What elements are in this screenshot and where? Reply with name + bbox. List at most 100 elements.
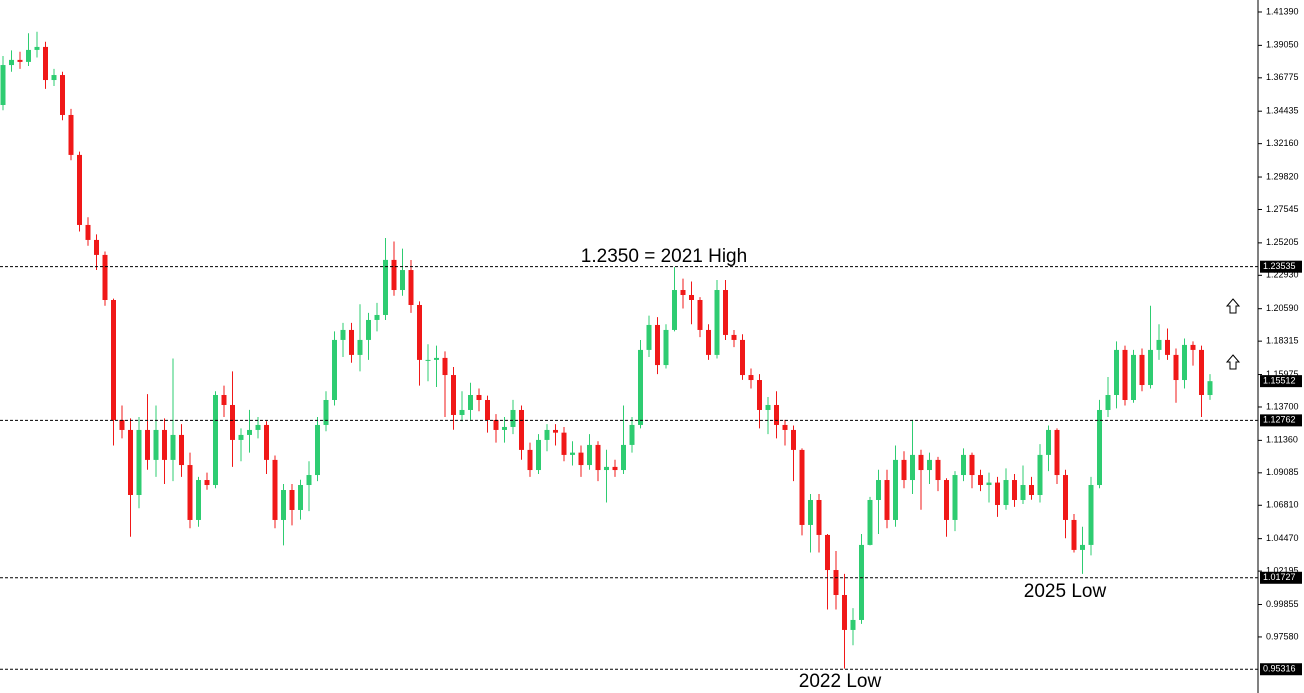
candle-body (1063, 475, 1068, 520)
candle-body (621, 444, 626, 471)
current-price-box (1260, 375, 1302, 388)
candle-body (485, 399, 490, 420)
candle-body (1054, 429, 1060, 476)
annotation: 2022 Low (799, 671, 882, 692)
candle-body (655, 324, 660, 366)
candle-body (136, 429, 142, 495)
level-label-box (1260, 260, 1302, 273)
candle-body (60, 75, 65, 115)
y-tick-label: 1.04470 (1266, 533, 1299, 543)
candle-body (901, 459, 907, 481)
candle-body (1148, 349, 1153, 386)
y-tick-label: 0.99855 (1266, 599, 1299, 609)
candle-body (978, 475, 983, 486)
y-tick-label: 1.15975 (1266, 369, 1299, 379)
candle-body (102, 254, 108, 300)
candle-body (1182, 344, 1187, 381)
candle-body (536, 439, 541, 471)
y-tick-label: 1.27545 (1266, 204, 1299, 214)
annotation: 1.2350 = 2021 High (581, 246, 747, 267)
candle-body (680, 290, 686, 296)
candle-body (1020, 485, 1026, 500)
candle-body (170, 434, 176, 460)
level-label: 1.01727 (1263, 572, 1296, 582)
candle-body (281, 490, 286, 520)
candle-body (910, 454, 915, 481)
y-tick-label: 1.18315 (1266, 336, 1299, 346)
candle-body (187, 465, 193, 520)
candle-body (94, 239, 99, 255)
candle-body (264, 424, 269, 460)
candle-body (17, 59, 23, 62)
candle-body (816, 499, 822, 535)
candle-body (782, 424, 788, 430)
candle-body (561, 432, 567, 455)
level-label-box (1260, 571, 1302, 584)
candle-body (952, 475, 958, 520)
signal-arrow (1225, 298, 1241, 370)
annotation: 2025 Low (1024, 581, 1107, 602)
candle-body (77, 154, 82, 225)
candle-body (587, 444, 592, 466)
candle-body (876, 480, 881, 500)
candle-body (850, 619, 856, 630)
candle-body (604, 466, 609, 471)
candle-body (714, 290, 720, 355)
candle-body (357, 339, 363, 355)
y-tick-label: 1.11360 (1266, 435, 1298, 445)
candle-body (1012, 480, 1017, 500)
candle-body (935, 459, 941, 481)
candle-body (153, 429, 159, 460)
candle-body (315, 424, 320, 476)
candle-body (374, 314, 380, 320)
candle-body (221, 395, 227, 405)
candle-body (646, 324, 652, 350)
candle-body (476, 395, 482, 400)
candle-body (255, 424, 261, 430)
y-tick-label: 1.36775 (1266, 72, 1299, 82)
level-label: 1.23535 (1263, 261, 1296, 271)
candle-body (366, 319, 371, 340)
candle-body (995, 482, 1000, 505)
candle-body (1088, 485, 1094, 545)
candle-body (791, 429, 796, 450)
candle-body (459, 409, 465, 415)
candle-body (340, 329, 346, 340)
candle-body (119, 419, 125, 430)
candle-body (247, 429, 252, 435)
candle-body (1071, 519, 1077, 550)
candle-body (986, 482, 992, 486)
y-tick-label: 1.20590 (1266, 303, 1299, 313)
candle-body (510, 409, 516, 427)
candle-body (1122, 349, 1128, 400)
candle-body (238, 434, 244, 440)
candle-body (1097, 409, 1102, 486)
candle-body (1105, 395, 1111, 410)
candle-body (85, 224, 91, 240)
candle-body (731, 334, 737, 340)
y-tick-label: 1.22930 (1266, 270, 1299, 280)
candle-body (196, 480, 201, 520)
candle-body (544, 429, 550, 440)
candle-body (425, 359, 431, 361)
y-tick-label: 1.41390 (1266, 6, 1299, 16)
candle-body (774, 404, 779, 425)
candle-body (1190, 344, 1196, 350)
candle-body (740, 339, 745, 376)
candle-body (213, 395, 218, 486)
candle-body (451, 375, 456, 415)
candle-body (944, 480, 949, 520)
candle-body (884, 480, 890, 520)
candle-body (434, 357, 439, 360)
candle-body (859, 544, 864, 620)
candle-body (808, 499, 813, 525)
candle-body (723, 290, 728, 335)
candle-body (519, 409, 524, 450)
candle-body (1029, 485, 1034, 495)
candle-body (306, 475, 312, 486)
candle-body (417, 304, 422, 360)
candle-body (204, 480, 210, 486)
candle-body (799, 449, 805, 525)
candle-body (442, 357, 448, 376)
candle-body (1046, 429, 1051, 455)
